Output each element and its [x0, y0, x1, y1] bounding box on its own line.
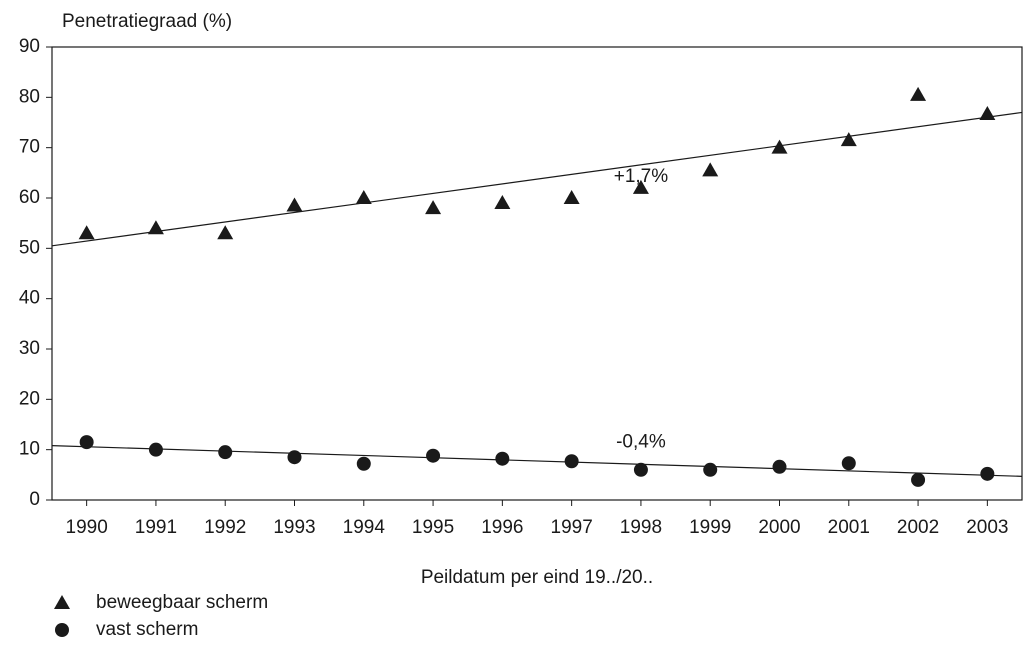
legend-marker	[54, 595, 70, 609]
x-tick-label: 1990	[66, 517, 108, 538]
x-tick-label: 1992	[204, 517, 246, 538]
x-tick-label: 2003	[966, 517, 1008, 538]
point	[79, 435, 94, 450]
x-axis-label: Peildatum per eind 19../20..	[421, 567, 653, 588]
point	[356, 456, 371, 471]
point	[841, 456, 856, 471]
legend-label: vast scherm	[96, 619, 198, 640]
x-tick-label: 1995	[412, 517, 454, 538]
annotation: -0,4%	[616, 431, 666, 452]
point	[979, 105, 996, 120]
x-tick-label: 1999	[689, 517, 731, 538]
point	[78, 225, 95, 240]
point	[217, 225, 234, 240]
x-tick-label: 1998	[620, 517, 662, 538]
y-tick-label: 40	[19, 288, 40, 309]
trend-line	[51, 445, 1023, 477]
y-tick-label: 70	[19, 137, 40, 158]
y-tick-label: 0	[29, 489, 40, 510]
x-tick-label: 1996	[481, 517, 523, 538]
point	[703, 462, 718, 477]
point	[632, 179, 649, 194]
point	[980, 466, 995, 481]
legend-marker	[55, 623, 69, 637]
y-tick-label: 60	[19, 187, 40, 208]
plot-frame	[51, 46, 1023, 501]
point	[494, 195, 511, 210]
point	[564, 454, 579, 469]
point	[840, 132, 857, 147]
point	[426, 448, 441, 463]
point	[286, 197, 303, 212]
x-tick-label: 1994	[343, 517, 386, 538]
point	[910, 86, 927, 101]
point	[148, 442, 163, 457]
point	[563, 190, 580, 204]
y-tick-label: 10	[19, 439, 40, 460]
point	[355, 190, 372, 204]
y-tick-label: 50	[19, 237, 40, 258]
point	[147, 220, 164, 235]
y-tick-label: 30	[19, 338, 40, 359]
x-tick-label: 1993	[273, 517, 315, 538]
y-tick-label: 20	[19, 388, 40, 409]
point	[911, 472, 926, 487]
point	[495, 451, 510, 466]
point	[633, 462, 648, 477]
annotation: +1,7%	[614, 166, 669, 187]
x-tick-label: 2000	[758, 517, 800, 538]
x-tick-label: 2002	[897, 517, 939, 538]
legend-label: beweegbaar scherm	[96, 592, 268, 613]
point	[771, 139, 788, 154]
chart-title: Penetratiegraad (%)	[62, 11, 232, 32]
point	[287, 450, 302, 465]
point	[772, 459, 787, 474]
point	[425, 200, 442, 215]
x-tick-label: 2001	[828, 517, 870, 538]
point	[218, 445, 233, 460]
x-tick-label: 1997	[551, 517, 593, 538]
point	[702, 162, 719, 177]
y-tick-label: 80	[19, 86, 40, 107]
y-tick-label: 90	[19, 36, 40, 57]
trend-line	[51, 111, 1023, 247]
x-tick-label: 1991	[135, 517, 177, 538]
